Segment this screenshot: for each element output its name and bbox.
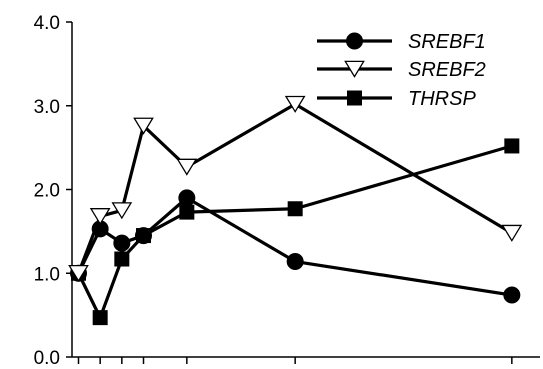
data-point-thrsp bbox=[179, 204, 195, 220]
data-point-srebf2 bbox=[176, 158, 198, 176]
data-point-srebf1 bbox=[503, 286, 521, 304]
axes: 0.0 1.0 2.0 3.0 4.0 bbox=[34, 13, 540, 369]
data-point-thrsp bbox=[504, 138, 520, 154]
legend-label: THRSP bbox=[408, 88, 476, 110]
y-tick-label: 2.0 bbox=[34, 181, 60, 202]
data-point-srebf2 bbox=[133, 117, 154, 135]
legend-entry-srebf1: SREBF1 bbox=[317, 31, 486, 53]
legend-label: SREBF1 bbox=[408, 31, 486, 53]
data-point-thrsp bbox=[114, 251, 130, 267]
legend: SREBF1 SREBF2 THRSP bbox=[317, 31, 486, 110]
series-srebf2-points bbox=[68, 95, 523, 283]
data-point-srebf1 bbox=[135, 227, 152, 245]
y-tick-label: 1.0 bbox=[34, 264, 60, 285]
legend-entry-thrsp: THRSP bbox=[317, 88, 476, 110]
legend-marker bbox=[344, 60, 365, 78]
data-point-thrsp bbox=[92, 310, 108, 326]
y-tick-label: 0.0 bbox=[34, 348, 60, 369]
legend-entry-srebf2: SREBF2 bbox=[317, 59, 486, 81]
data-point-srebf2 bbox=[68, 264, 89, 283]
data-point-srebf2 bbox=[111, 202, 133, 220]
data-point-srebf2 bbox=[501, 224, 523, 242]
data-point-thrsp bbox=[287, 201, 303, 217]
series-layer bbox=[68, 95, 523, 326]
y-tick-label: 4.0 bbox=[34, 13, 60, 34]
y-tick-label: 3.0 bbox=[34, 97, 60, 118]
data-point-srebf1 bbox=[178, 189, 196, 207]
data-point-srebf1 bbox=[286, 253, 304, 271]
legend-marker bbox=[346, 32, 363, 50]
data-point-srebf2 bbox=[89, 208, 111, 226]
data-point-srebf2 bbox=[284, 95, 306, 113]
legend-marker bbox=[347, 90, 362, 106]
legend-label: SREBF2 bbox=[408, 59, 486, 81]
data-point-srebf1 bbox=[113, 234, 131, 252]
